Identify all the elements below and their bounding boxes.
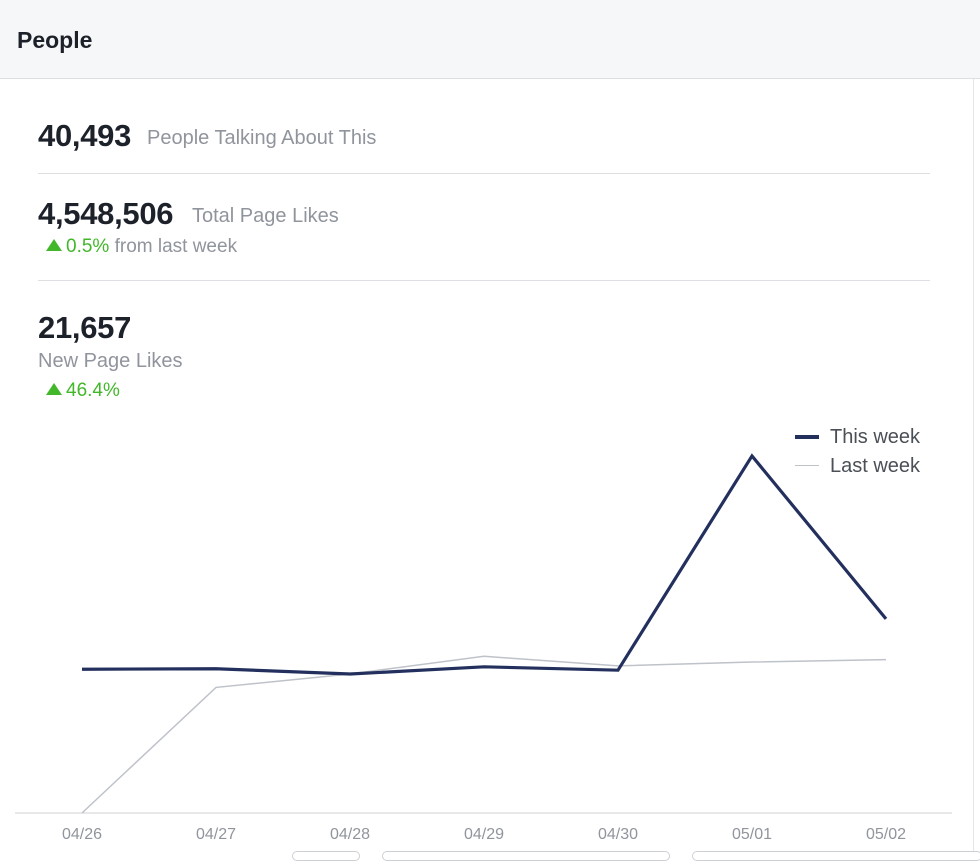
- chart-option-button[interactable]: [292, 851, 360, 861]
- series-line-last-week: [81, 655, 887, 814]
- chart-option-button[interactable]: [692, 851, 980, 861]
- talking-count: 40,493: [38, 118, 132, 153]
- x-tick-label: 04/26: [62, 826, 102, 843]
- x-tick-label: 05/02: [866, 826, 906, 843]
- section-header: People: [0, 0, 980, 79]
- divider: [38, 280, 930, 281]
- legend-swatch-this-week: [795, 435, 819, 439]
- page-title: People: [17, 27, 93, 53]
- x-tick-label: 04/28: [330, 826, 370, 843]
- total-likes-delta: 0.5% from last week: [46, 236, 237, 258]
- up-arrow-icon: [46, 239, 62, 251]
- divider: [38, 173, 930, 174]
- total-likes-count: 4,548,506: [38, 196, 174, 231]
- delta-percent: 46.4%: [66, 380, 120, 401]
- up-arrow-icon: [46, 383, 62, 395]
- x-tick-label: 04/27: [196, 826, 236, 843]
- x-tick-label: 05/01: [732, 826, 772, 843]
- new-likes-delta: 46.4%: [46, 380, 120, 402]
- legend-last-week: Last week: [830, 455, 921, 477]
- chart-option-button[interactable]: [382, 851, 670, 861]
- talking-label: People Talking About This: [147, 127, 377, 149]
- series-line-this-week: [81, 453, 888, 676]
- new-likes-line-chart: 04/26 04/27 04/28 04/29 04/30 05/01 05/02: [15, 453, 952, 843]
- new-likes-count: 21,657: [38, 310, 132, 345]
- delta-percent: 0.5%: [66, 236, 110, 257]
- new-likes-label: New Page Likes: [38, 350, 183, 372]
- panel-border: [973, 79, 974, 856]
- legend-swatch-last-week: [795, 465, 819, 466]
- delta-suffix: from last week: [109, 236, 238, 257]
- x-tick-label: 04/29: [464, 826, 504, 843]
- total-likes-label: Total Page Likes: [192, 205, 339, 227]
- x-tick-label: 04/30: [598, 826, 638, 843]
- legend-this-week: This week: [830, 426, 921, 448]
